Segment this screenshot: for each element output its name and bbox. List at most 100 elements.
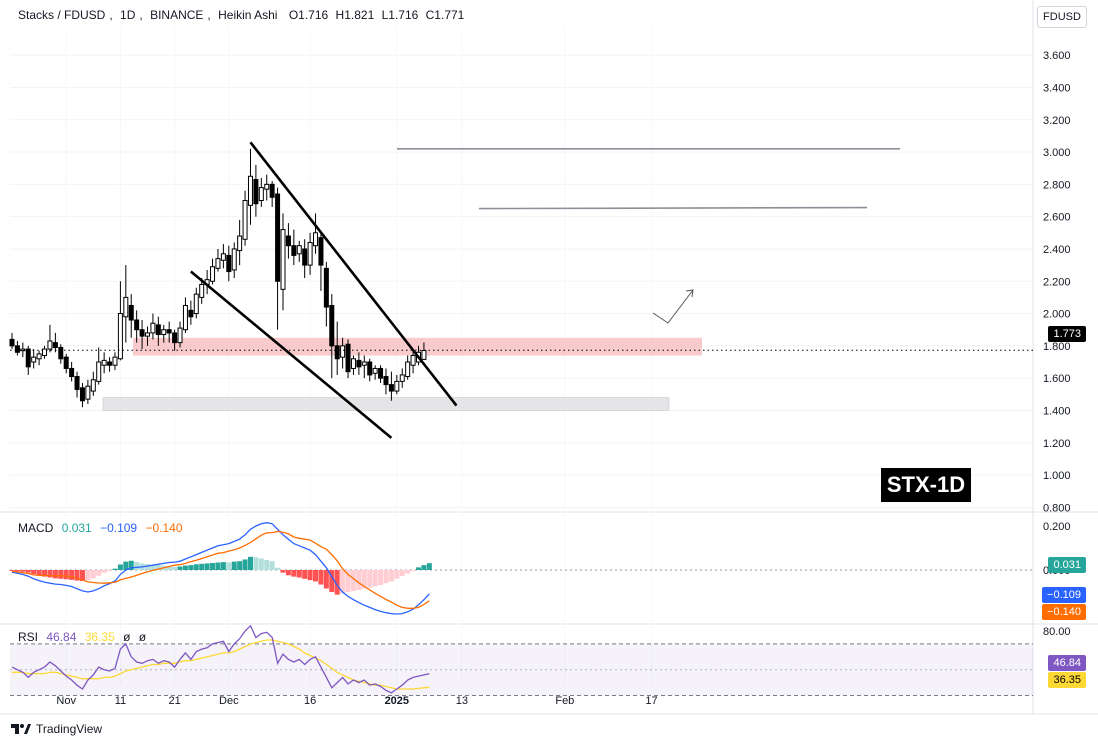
interval-label[interactable]: 1D	[120, 8, 136, 22]
candle-up	[85, 385, 91, 400]
price-tick-label: 3.000	[1043, 147, 1071, 159]
candle-up	[258, 187, 264, 202]
candle-up	[307, 241, 313, 266]
price-tick-label: 1.800	[1043, 341, 1071, 353]
macd-histogram-bar	[42, 570, 48, 577]
candle-down	[334, 345, 340, 360]
macd-legend[interactable]: MACD 0.031 −0.109 −0.140	[18, 521, 188, 535]
candle-down	[275, 193, 281, 282]
macd-histogram-bar	[285, 570, 291, 576]
price-badge: 1.773	[1048, 326, 1086, 342]
candle-up	[237, 235, 243, 252]
macd-histogram-bar	[58, 570, 64, 579]
price-tick-label: 1.000	[1043, 470, 1071, 482]
candle-up	[264, 183, 270, 190]
candle-up	[313, 232, 319, 247]
macd-histogram-bar	[107, 570, 113, 571]
candle-up	[220, 253, 226, 261]
macd-histogram-bar	[399, 570, 405, 577]
price-tick-label: 2.800	[1043, 179, 1071, 191]
candle-down	[25, 348, 31, 368]
macd-histogram-bar	[85, 570, 91, 581]
macd-histogram-bar	[378, 570, 384, 585]
macd-histogram-bar	[145, 564, 150, 570]
macd-histogram-bar	[345, 570, 351, 592]
candle-up	[280, 229, 286, 290]
candle-up	[340, 345, 346, 358]
candle-up	[161, 329, 167, 336]
currency-button[interactable]: FDUSD	[1037, 6, 1087, 28]
candle-down	[128, 304, 134, 321]
candle-down	[323, 267, 329, 308]
candle-up	[150, 322, 156, 334]
macd-histogram-bar	[199, 563, 205, 570]
candle-up	[410, 355, 416, 366]
macd-histogram-bar	[416, 567, 421, 570]
candle-up	[199, 283, 205, 298]
candles	[9, 148, 427, 408]
candle-down	[383, 376, 389, 386]
macd-histogram-bar	[426, 563, 432, 570]
candle-down	[155, 324, 161, 336]
time-tick-label: 13	[456, 695, 468, 707]
candle-down	[172, 332, 178, 344]
macd-histogram-bar	[150, 564, 156, 570]
rsi-value: 46.84	[46, 630, 77, 644]
open-value: O1.716	[288, 8, 329, 22]
macd-histogram-bar	[166, 566, 172, 570]
macd-histogram-bar	[69, 570, 75, 580]
time-tick-label: Feb	[555, 695, 574, 707]
price-tick-label: 2.600	[1043, 212, 1071, 224]
candle-up	[405, 361, 411, 378]
macd-histogram-bar	[258, 558, 264, 570]
macd-histogram-bar	[74, 570, 80, 581]
time-tick-label: 11	[115, 695, 126, 707]
candle-down	[226, 254, 232, 273]
macd-tick-label: 0.200	[1043, 521, 1071, 533]
breakout-arrow	[652, 289, 694, 324]
macd-histogram-bar	[296, 570, 302, 578]
rsi-ma-value: 36.35	[84, 630, 115, 644]
rsi-legend[interactable]: RSI 46.84 36.35 ø ø	[18, 630, 151, 644]
time-tick-label: 2025	[385, 695, 409, 707]
macd-pane	[9, 522, 1033, 615]
candle-up	[421, 350, 427, 360]
macd-hist-value: 0.031	[61, 521, 92, 535]
candle-up	[361, 361, 367, 366]
macd-histogram-bar	[123, 561, 129, 570]
tradingview-text: TradingView	[36, 722, 103, 736]
candle-down	[269, 183, 275, 198]
candle-up	[42, 348, 48, 357]
macd-histogram-bar	[302, 570, 308, 579]
chart-style-label[interactable]: Heikin Ashi	[218, 8, 278, 22]
pair-label[interactable]: Stacks / FDUSD	[18, 8, 106, 22]
drawings	[10, 141, 1033, 439]
candle-down	[14, 345, 20, 353]
macd-histogram-bar	[20, 570, 26, 572]
macd-histogram-bar	[242, 559, 248, 570]
rsi-tick-label: 80.00	[1043, 626, 1071, 638]
macd-histogram-bar	[421, 565, 427, 570]
candle-down	[58, 346, 64, 360]
candle-down	[134, 319, 140, 331]
candle-down	[329, 304, 335, 347]
macd-histogram-bar	[193, 564, 199, 570]
channel-upper-line	[249, 141, 458, 407]
candle-down	[388, 384, 394, 392]
candle-up	[177, 327, 183, 344]
macd-histogram-bar	[264, 559, 270, 570]
macd-line	[11, 522, 430, 615]
candle-up	[215, 258, 221, 269]
tradingview-logo[interactable]: TradingView	[10, 722, 102, 736]
time-tick-label: 17	[645, 695, 657, 707]
time-tick-label: 21	[168, 695, 180, 707]
breakout-arrow-head	[685, 289, 694, 298]
candle-up	[372, 367, 378, 374]
price-tick-label: 1.600	[1043, 373, 1071, 385]
macd-histogram-bar	[231, 561, 237, 570]
candle-down	[107, 361, 113, 366]
stx-label: STX-1D	[881, 468, 971, 502]
candle-up	[112, 356, 118, 366]
